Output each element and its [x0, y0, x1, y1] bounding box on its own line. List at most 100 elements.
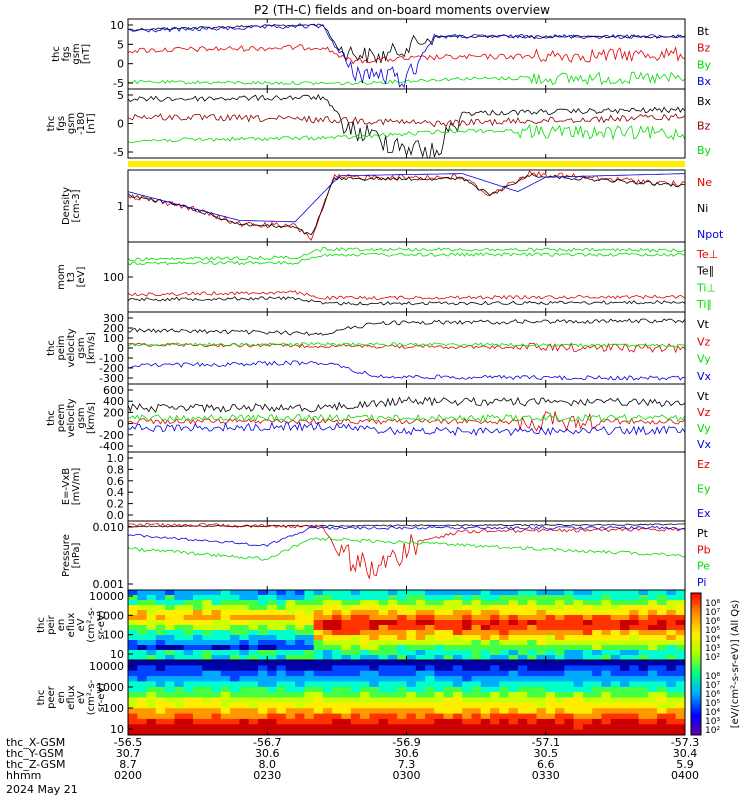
- spectrogram-cell: [183, 650, 194, 656]
- spectrogram-cell: [313, 650, 324, 656]
- spectrogram-cell: [415, 620, 426, 626]
- spectrogram-cell: [629, 655, 640, 661]
- spectrogram-cell: [564, 620, 575, 626]
- spectrogram-cell: [341, 650, 352, 656]
- spectrogram-cell: [527, 590, 537, 596]
- spectrogram-cell: [165, 692, 175, 698]
- spectrogram-cell: [499, 630, 510, 636]
- spectrogram-cell: [564, 702, 575, 709]
- spectrogram-cell: [527, 635, 537, 641]
- spectrogram-cell: [452, 713, 463, 720]
- legend-Vx: Vx: [697, 438, 712, 451]
- legend-Pt: Pt: [697, 527, 709, 540]
- spectrogram-cell: [555, 697, 565, 704]
- spectrogram-cell: [350, 718, 361, 725]
- series-line-Ti∥: [127, 252, 686, 266]
- spectrogram-cell: [564, 645, 575, 651]
- colorbar-tick-label: 10³: [705, 644, 720, 654]
- orbit-value: 0300: [393, 769, 421, 782]
- spectrogram-cell: [285, 610, 296, 616]
- spectrogram-cell: [295, 645, 305, 651]
- spectrogram-cell: [146, 660, 157, 666]
- spectrogram-cell: [220, 620, 231, 626]
- spectrogram-cell: [666, 686, 677, 693]
- spectrogram-cell: [480, 640, 491, 646]
- spectrogram-cell: [322, 600, 333, 606]
- spectrogram-cell: [248, 600, 259, 606]
- spectrogram-cell: [258, 620, 268, 626]
- spectrogram-cell: [397, 645, 407, 651]
- spectrogram-cell: [675, 640, 686, 646]
- spectrogram-cell: [258, 625, 268, 631]
- spectrogram-cell: [536, 692, 547, 698]
- spectrogram-cell: [295, 615, 305, 621]
- spectrogram-cell: [341, 697, 352, 704]
- spectrogram-cell: [517, 620, 528, 626]
- spectrogram-cell: [360, 681, 370, 688]
- orbit-row-label: thc_Y-GSM: [6, 747, 64, 760]
- spectrogram-cell: [239, 590, 250, 596]
- orbit-value: 0200: [114, 769, 142, 782]
- spectrogram-cell: [527, 697, 537, 704]
- spectrogram-cell: [517, 625, 528, 631]
- spectrogram-cell: [239, 660, 250, 666]
- spectrogram-cell: [415, 650, 426, 656]
- y-axis-label: thc fgs gsm [nT]: [51, 43, 92, 64]
- spectrogram-cell: [295, 724, 305, 731]
- spectrogram-cell: [647, 713, 658, 720]
- spectrogram-cell: [536, 595, 547, 601]
- spectrogram-cell: [564, 650, 575, 656]
- spectrogram-cell: [155, 645, 166, 651]
- spectrogram-cell: [471, 625, 482, 631]
- spectrogram-cell: [462, 676, 472, 682]
- spectrogram-cell: [387, 610, 398, 616]
- y-axis-label-line: [nPa]: [71, 542, 82, 568]
- spectrogram-cell: [508, 660, 519, 666]
- orbit-footer: thc_X-GSM -56.5 -56.7 -56.9 -57.1 -57.3thc_Y-…: [6, 736, 699, 782]
- spectrogram-cell: [285, 692, 296, 698]
- spectrogram-cell: [573, 600, 584, 606]
- spectrogram-cell: [239, 635, 250, 641]
- spectrogram-cell: [378, 681, 389, 688]
- spectrogram-cell: [378, 640, 389, 646]
- spectrogram-cell: [425, 595, 435, 601]
- spectrogram-cell: [155, 681, 166, 688]
- spectrogram-cell: [610, 605, 621, 611]
- spectrogram-cell: [657, 620, 667, 626]
- spectrogram-cell: [137, 610, 148, 616]
- spectrogram-cell: [276, 640, 287, 646]
- spectrogram-cell: [657, 702, 667, 709]
- spectrogram-cell: [248, 635, 259, 641]
- spectrogram-cell: [555, 650, 565, 656]
- spectrogram-cell: [434, 590, 445, 596]
- spectrogram-cell: [378, 713, 389, 720]
- spectrogram-cell: [527, 650, 537, 656]
- spectrogram-cell: [434, 718, 445, 725]
- spectrogram-cell: [610, 729, 621, 736]
- spectrogram-cell: [146, 605, 157, 611]
- spectrogram-cell: [508, 670, 519, 677]
- spectrogram-cell: [313, 635, 324, 641]
- y-axis-label-line: en: [56, 619, 67, 632]
- spectrogram-cell: [258, 590, 268, 596]
- spectrogram-cell: [490, 702, 500, 709]
- spectrogram-cell: [415, 670, 426, 677]
- spectrogram-cell: [387, 600, 398, 606]
- spectrogram-cell: [499, 724, 510, 731]
- spectrogram-cell: [647, 681, 658, 688]
- spectrogram-cell: [582, 697, 593, 704]
- colorbar-tick-label: 10⁶: [705, 617, 720, 627]
- spectrogram-cell: [220, 681, 231, 688]
- spectrogram-cell: [369, 729, 380, 736]
- spectrogram-cell: [629, 650, 640, 656]
- spectrogram-cell: [360, 635, 370, 641]
- spectrogram-cell: [267, 590, 278, 596]
- spectrogram-cell: [462, 655, 472, 661]
- spectrogram-cell: [545, 615, 556, 621]
- spectrogram-cell: [508, 615, 519, 621]
- spectrogram-cell: [462, 620, 472, 626]
- spectrogram-cell: [527, 729, 537, 736]
- spectrogram-cell: [183, 645, 194, 651]
- spectrogram-cell: [350, 625, 361, 631]
- spectrogram-cell: [202, 650, 213, 656]
